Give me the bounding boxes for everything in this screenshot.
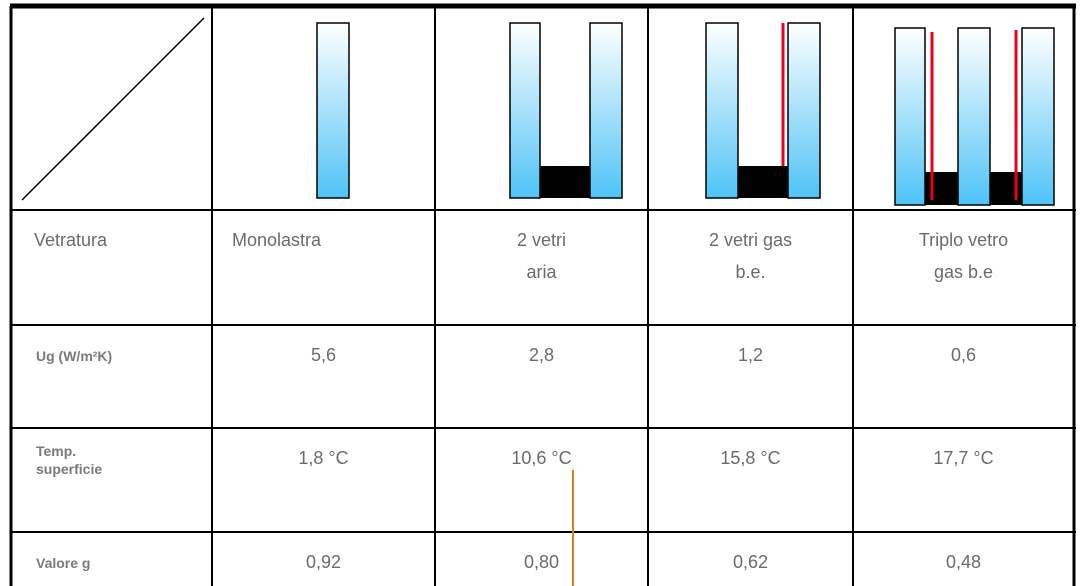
cell-value: 0,62 [648,532,853,586]
row-label: Vetratura [12,210,212,325]
page: VetraturaMonolastra2 vetri aria2 vetri g… [0,0,1081,586]
cell-value: 0,92 [212,532,435,586]
row-label: Temp. superficie [12,428,212,532]
cell-value: 2,8 [435,325,648,428]
cell-value: 0,80 [435,532,648,586]
row-label: Valore g [12,532,212,586]
cell-value: 2 vetri gas b.e. [648,210,853,325]
row-label: Ug (W/m²K) [12,325,212,428]
cell-value: 15,8 °C [648,428,853,532]
cell-value: 0,6 [853,325,1074,428]
cell-value: 2 vetri aria [435,210,648,325]
cell-value: Triplo vetro gas b.e [853,210,1074,325]
cell-value: 1,2 [648,325,853,428]
cell-value: 1,8 °C [212,428,435,532]
cell-value: 17,7 °C [853,428,1074,532]
cell-value: 10,6 °C [435,428,648,532]
cell-value: Monolastra [212,210,435,325]
cell-value: 5,6 [212,325,435,428]
cell-value: 0,48 [853,532,1074,586]
